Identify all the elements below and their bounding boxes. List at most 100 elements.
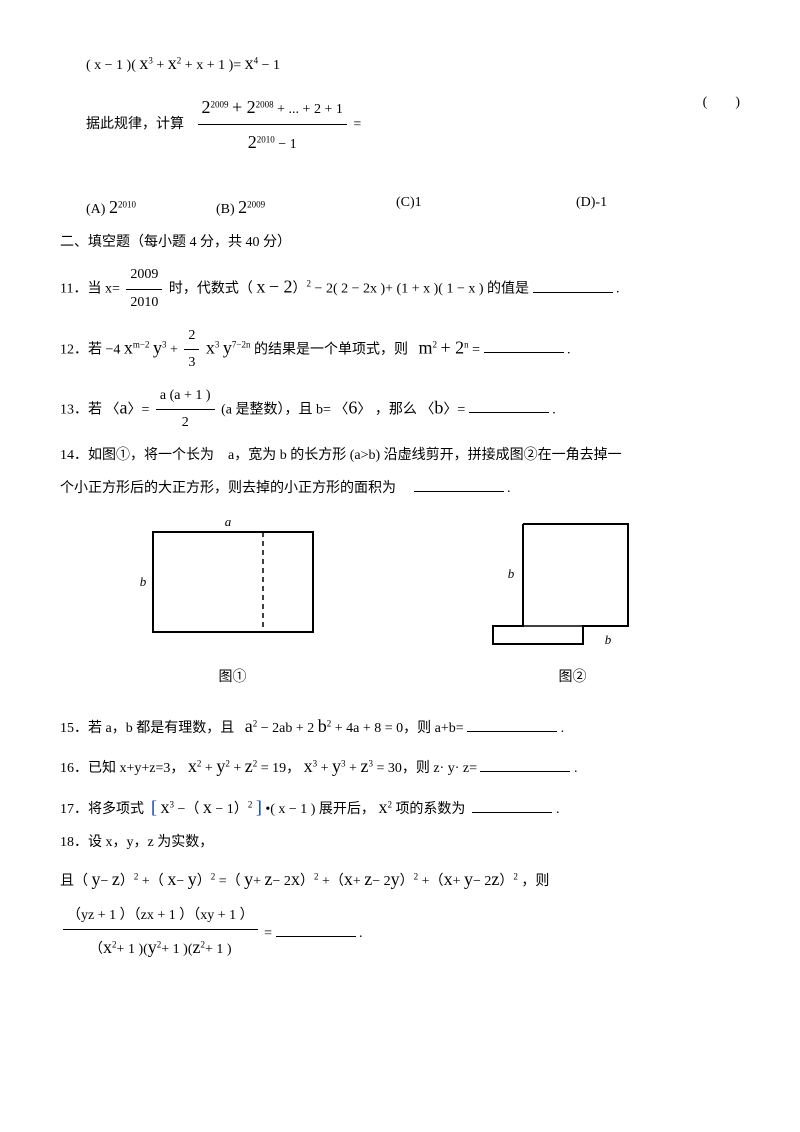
figures-row: a b 图① b b 图② [60,514,740,691]
q14-line1: 14．如图①，将一个长为 a，宽为 b 的长方形 (a>b) 沿虚线剪开，拼接成… [60,443,740,470]
exp: 2 [225,759,230,769]
text: + [205,761,216,776]
angle-r: 〉 [357,402,371,417]
dot: . [616,282,620,297]
var-b: b [318,716,327,736]
text: 16．已知 x+y+z=3， [60,761,184,776]
text: 的结果是一个单项式，则 [254,342,408,357]
var-x: x [291,869,300,889]
var-x: x [103,937,112,957]
text: •( x − 1 ) 展开后， [265,802,375,817]
var-y: y [92,869,101,889]
text: ，那么 [375,402,421,417]
q11-row: 11．当 x= 2009 2010 时，代数式（ x − 2）2 − 2( 2 … [60,262,740,316]
num: 2 [184,323,199,351]
answer-blank[interactable] [469,398,549,413]
text: ，则 [521,874,549,889]
paren-blank: ( ) [703,90,740,117]
text: − 2 [273,874,291,889]
label: 据此规律，计算 [86,117,184,132]
exp: 3 [162,339,167,349]
var-y: y [223,337,232,357]
exp: 2 [248,799,253,809]
text: + 1 )( [117,942,148,957]
label-b: b [139,574,146,589]
answer-blank[interactable] [480,757,570,772]
exp: 2 [387,799,392,809]
text: 项的系数为 [395,802,465,817]
angle-l: 〈 [334,402,348,417]
exp: 2 [307,279,312,289]
q13-row: 13．若 〈a〉= a (a + 1 ) 2 (a 是整数），且 b= 〈6〉 … [60,383,740,437]
text: +（ [142,874,164,889]
var-y: y [216,756,225,776]
exp: 2 [177,55,182,65]
var-b: b [434,397,443,417]
exp: n [464,339,469,349]
fraction: 2 3 [184,323,199,377]
var-m: m [418,337,432,357]
text: − 2ab + 2 [261,721,315,736]
text: − 2 [372,874,390,889]
options-row: (A) 22010 (B) 22009 (C)1 (D)-1 [86,190,740,224]
num: （yz + 1 ）（zx + 1 ）（xy + 1 ） [63,903,258,931]
equals: = [264,926,272,941]
dot: . [561,721,565,736]
exp: m−2 [133,339,150,349]
text: 且（ [60,874,88,889]
answer-blank[interactable] [533,278,613,293]
text: + [253,874,264,889]
answer-blank[interactable] [472,798,552,813]
fraction: 22009 + 22008 + ... + 2 + 1 22010 − 1 [198,90,347,159]
exp: 3 [341,759,346,769]
label: (B) [216,202,238,217]
dot: . [552,402,556,417]
var-x: x [256,277,265,297]
var-x: x [304,756,313,776]
var-x: x [124,337,133,357]
fraction: （yz + 1 ）（zx + 1 ）（xy + 1 ） （x2+ 1 )(y2+… [63,903,258,965]
label-b: b [507,566,514,581]
figure-2: b b 图② [478,514,668,691]
var-z: z [245,756,253,776]
var-x: x [344,869,353,889]
answer-blank[interactable] [484,338,564,353]
text: − 1 [262,58,280,73]
var-y: y [391,869,400,889]
var-x: x [444,869,453,889]
exp: 3 [368,759,373,769]
text: 个小正方形后的大正方形，则去掉的小正方形的面积为 [60,481,396,496]
var-x: x [203,797,212,817]
base: 2 [202,97,211,117]
exp: 2009 [247,199,265,209]
var-a: a [245,716,253,736]
num: 2009 [126,262,162,290]
text: + [170,342,178,357]
dot: . [556,802,560,817]
figure-caption: 图② [478,665,668,692]
text: + 1 )( [161,942,192,957]
angle-r: 〉= [128,402,150,417]
text: 13．若 [60,402,106,417]
answer-blank[interactable] [276,922,356,937]
exp: 2 [432,339,437,349]
answer-blank[interactable] [467,717,557,732]
num: a (a + 1 ) [156,383,215,411]
var-x: x [168,53,177,73]
exp: 7−2n [232,339,251,349]
var-x: x [167,869,176,889]
answer-blank[interactable] [414,477,504,492]
text: + [321,761,332,776]
text: 11．当 x= [60,282,120,297]
exp: 2 [314,872,319,882]
q18-line2: 且（ y− z）2 +（ x− y）2 =（ y+ z− 2x）2 +（x+ z… [60,862,740,896]
fraction: 2009 2010 [126,262,162,316]
var-z: z [193,937,201,957]
base: 2 [248,132,257,152]
base: 2 [109,197,118,217]
angle-l: 〈 [106,402,120,417]
exp: 3 [148,55,153,65]
q16-row: 16．已知 x+y+z=3， x2 + y2 + z2 = 19， x3 + y… [60,749,740,783]
text: − [176,874,187,889]
var-y: y [332,756,341,776]
